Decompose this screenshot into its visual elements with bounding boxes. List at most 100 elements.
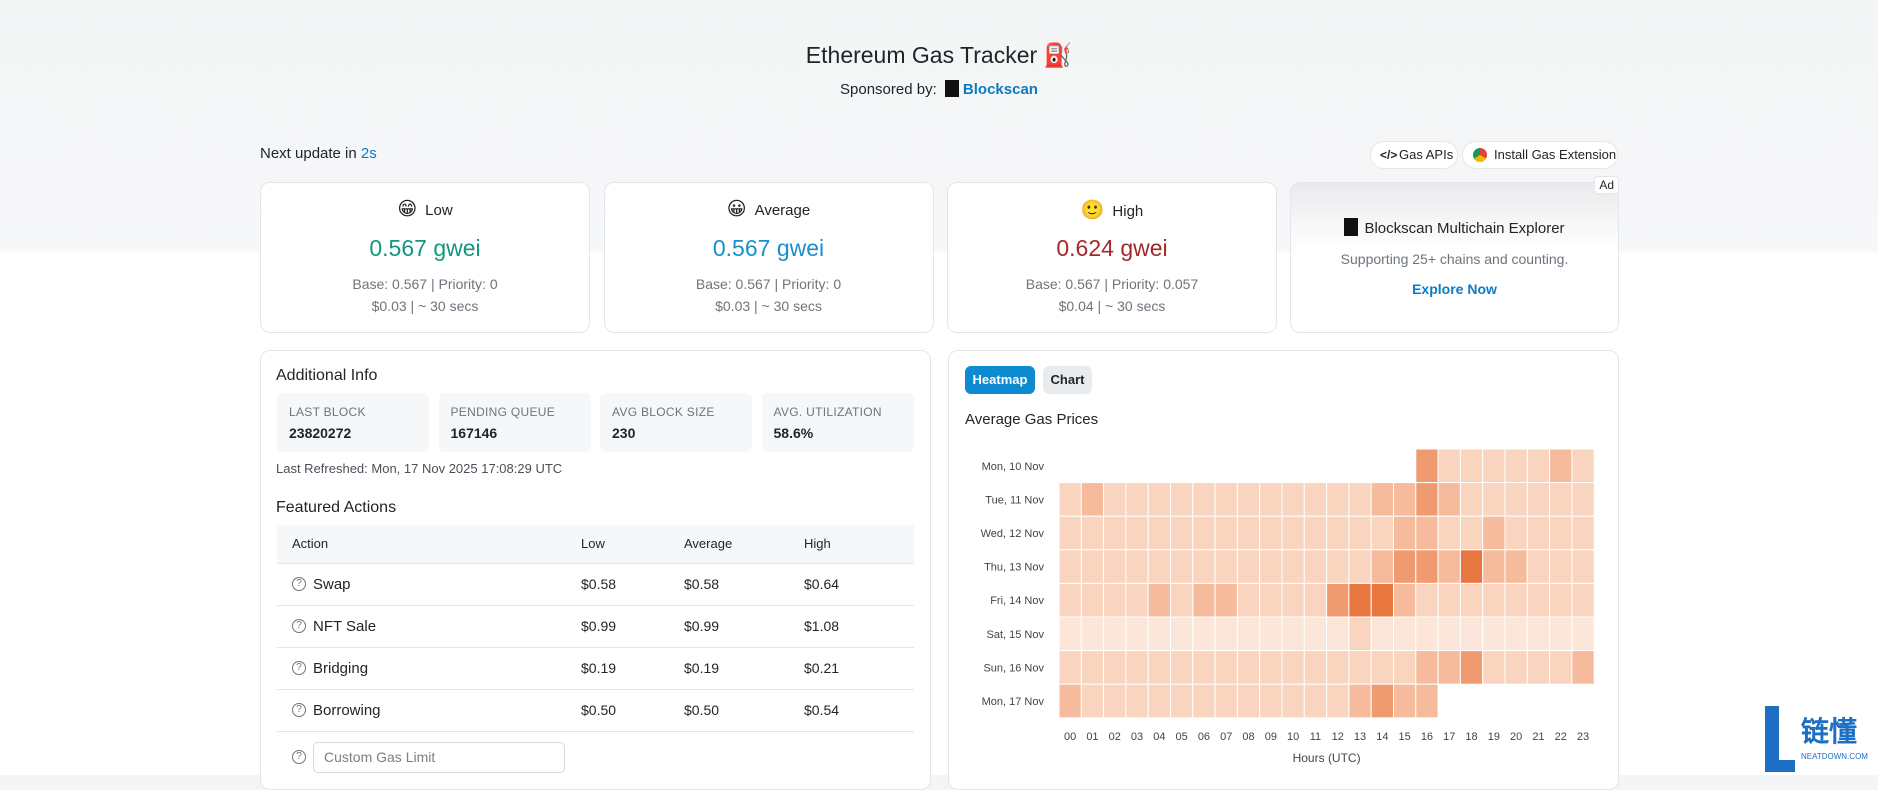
cost-cell: $0.21 bbox=[804, 660, 840, 676]
hour-label: 22 bbox=[1555, 731, 1567, 743]
heatmap-cell bbox=[1192, 582, 1216, 618]
heatmap-cell bbox=[1326, 582, 1350, 618]
heatmap-cell bbox=[1058, 582, 1082, 618]
gas-label: Average bbox=[754, 202, 811, 219]
row-label: Fri, 14 Nov bbox=[990, 595, 1044, 607]
heatmap-cell bbox=[1170, 616, 1194, 652]
heatmap-cell bbox=[1170, 582, 1194, 618]
heatmap-cell bbox=[1415, 549, 1439, 584]
heatmap-cell bbox=[1549, 549, 1573, 584]
heatmap-cell bbox=[1259, 515, 1283, 551]
heatmap-cell bbox=[1259, 482, 1283, 517]
heatmap-cell bbox=[1393, 650, 1417, 685]
action-cell: Swap bbox=[313, 576, 351, 593]
heatmap-cell bbox=[1393, 482, 1417, 517]
hour-label: 05 bbox=[1176, 731, 1188, 743]
heatmap-cell bbox=[1459, 448, 1484, 484]
cost-cell: $0.64 bbox=[804, 576, 840, 592]
row-divider bbox=[277, 647, 914, 648]
stat-label: AVG. UTILIZATION bbox=[773, 405, 882, 419]
code-icon: </> bbox=[1380, 148, 1398, 162]
heatmap-cell bbox=[1192, 482, 1216, 517]
heatmap-title: Average Gas Prices bbox=[965, 411, 1099, 428]
gas-card-head: 😁 Low bbox=[261, 198, 589, 221]
heatmap-cell bbox=[1326, 549, 1350, 584]
heatmap-cell bbox=[1192, 650, 1216, 685]
heatmap-cell bbox=[1415, 582, 1439, 618]
x-axis-label: Hours (UTC) bbox=[1293, 751, 1361, 765]
heatmap-cell bbox=[1348, 549, 1372, 584]
heatmap-cell bbox=[1526, 515, 1551, 551]
cost-cell: $0.58 bbox=[581, 576, 617, 592]
heatmap-cell bbox=[1259, 683, 1283, 719]
gas-price: 0.624 gwei bbox=[1056, 235, 1168, 261]
heatmap-cell bbox=[1058, 515, 1082, 551]
heatmap-cell bbox=[1437, 650, 1461, 685]
heatmap-cell bbox=[1504, 582, 1528, 618]
ad-text: Supporting 25+ chains and counting. bbox=[1340, 251, 1569, 267]
custom-gas-input[interactable]: Custom Gas Limit bbox=[313, 742, 565, 773]
gas-apis-button[interactable]: </> Gas APIs bbox=[1370, 141, 1458, 169]
heatmap-cell bbox=[1125, 683, 1149, 719]
heatmap-cell bbox=[1281, 515, 1305, 551]
heatmap-cell bbox=[1080, 650, 1105, 685]
heatmap-cell bbox=[1348, 515, 1372, 551]
heatmap-cell bbox=[1080, 549, 1105, 584]
heatmap-cell bbox=[1192, 683, 1216, 719]
hour-label: 14 bbox=[1376, 731, 1388, 743]
heatmap-cell bbox=[1170, 482, 1194, 517]
action-cell: Borrowing bbox=[313, 702, 381, 719]
heatmap-cell bbox=[1281, 650, 1305, 685]
heatmap-cell bbox=[1348, 616, 1372, 652]
column-header: Average bbox=[684, 536, 733, 551]
gas-card-head: 🙂 High bbox=[948, 198, 1276, 222]
ad-badge: Ad bbox=[1594, 176, 1619, 194]
heatmap-cell bbox=[1214, 549, 1238, 584]
hour-label: 10 bbox=[1287, 731, 1299, 743]
heatmap-cell bbox=[1370, 683, 1395, 719]
heatmap-cell bbox=[1370, 650, 1395, 685]
gas-base: Base: 0.567 | Priority: 0.057 bbox=[1025, 276, 1199, 292]
chart-tab[interactable]: Chart bbox=[1043, 366, 1092, 394]
heatmap-cell bbox=[1370, 515, 1395, 551]
heatmap-cell bbox=[1214, 482, 1238, 517]
next-update: Next update in 2s bbox=[260, 145, 377, 162]
info-title: Additional Info bbox=[276, 367, 378, 384]
heatmap-cell bbox=[1526, 482, 1551, 517]
next-update-label: Next update in bbox=[260, 145, 357, 162]
heatmap-cell bbox=[1482, 515, 1506, 551]
heatmap-cell bbox=[1326, 650, 1350, 685]
heatmap-cell bbox=[1080, 616, 1105, 652]
gas-cost: $0.04 | ~ 30 secs bbox=[1058, 298, 1166, 314]
gas-card: 🙂 High 0.624 gwei Base: 0.567 | Priority: 0… bbox=[947, 182, 1277, 333]
heatmap-cell bbox=[1393, 683, 1417, 719]
heatmap-cell bbox=[1303, 515, 1328, 551]
ad-link[interactable]: Explore Now bbox=[1412, 281, 1497, 297]
ad-title: Blockscan Multichain Explorer bbox=[1364, 220, 1565, 237]
heatmap-cell bbox=[1125, 482, 1149, 517]
heatmap-cell bbox=[1459, 515, 1484, 551]
ad-card[interactable]: Ad Blockscan Multichain Explorer Support… bbox=[1290, 176, 1619, 333]
heatmap-cell bbox=[1103, 616, 1127, 652]
heatmap-cell bbox=[1058, 482, 1082, 517]
watermark-sub: NEATDOWN.COM bbox=[1801, 752, 1868, 761]
heatmap-cell bbox=[1125, 549, 1149, 584]
heatmap-cell bbox=[1348, 482, 1372, 517]
heatmap-tab[interactable]: Heatmap bbox=[965, 366, 1035, 394]
sponsor-link[interactable]: Blockscan bbox=[962, 81, 1038, 98]
heatmap-cell bbox=[1459, 650, 1484, 685]
heatmap: Mon, 10 Nov Tue, 11 Nov Wed, 12 Nov Thu, 13… bbox=[981, 448, 1595, 765]
heatmap-cell bbox=[1170, 549, 1194, 584]
heatmap-cell bbox=[1103, 482, 1127, 517]
stat-value: 167146 bbox=[450, 425, 498, 441]
hour-label: 09 bbox=[1265, 731, 1277, 743]
gas-emoji: 🙂 bbox=[1080, 200, 1105, 221]
stat-box: LAST BLOCK 23820272 bbox=[277, 393, 429, 452]
heatmap-cell bbox=[1437, 549, 1461, 584]
heatmap-cell bbox=[1571, 515, 1595, 551]
heatmap-cell bbox=[1504, 515, 1528, 551]
heatmap-cell bbox=[1103, 515, 1127, 551]
extension-button[interactable]: Install Gas Extension bbox=[1462, 141, 1618, 169]
title-row: Ethereum Gas Tracker ⛽ bbox=[0, 42, 1878, 69]
